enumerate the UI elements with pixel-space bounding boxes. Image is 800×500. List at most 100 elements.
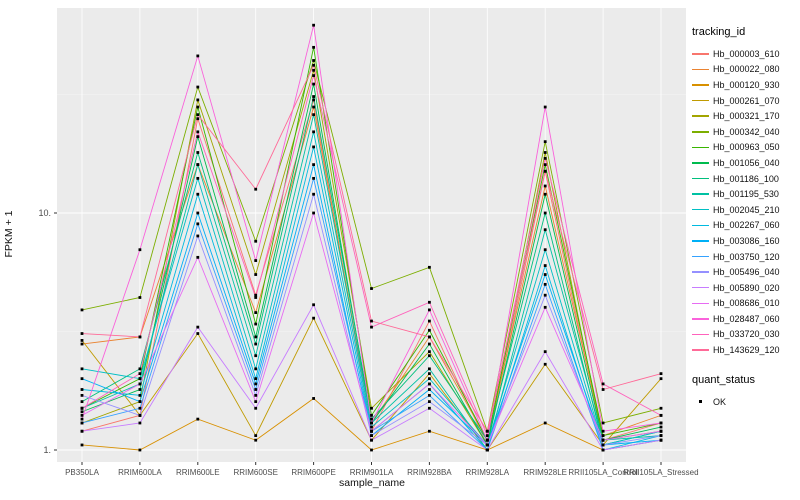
data-point xyxy=(428,308,431,312)
data-point xyxy=(196,163,200,167)
legend-item-label: Hb_003750_120 xyxy=(713,251,780,262)
legend-line-key-icon xyxy=(692,202,709,217)
legend-item-Hb_000963_050: Hb_000963_050 xyxy=(692,140,798,156)
legend-item-label: Hb_001056_040 xyxy=(713,157,780,168)
legend-item-label: Hb_005496_040 xyxy=(713,267,780,278)
data-point xyxy=(196,176,200,180)
data-point xyxy=(428,319,431,323)
data-point xyxy=(312,63,315,67)
legend-item-Hb_003086_160: Hb_003086_160 xyxy=(692,233,798,249)
y-tick-label: 1. xyxy=(43,445,51,455)
data-point xyxy=(196,222,200,226)
data-point xyxy=(370,425,373,429)
legend-line-key-icon xyxy=(692,62,709,77)
data-point xyxy=(138,296,142,299)
data-point xyxy=(196,192,200,196)
data-point xyxy=(312,59,315,62)
data-point xyxy=(196,417,200,421)
x-tick-label-RRIM600PE: RRIM600PE xyxy=(291,468,335,477)
data-point xyxy=(543,184,547,188)
data-point xyxy=(138,372,142,376)
data-point xyxy=(312,145,315,149)
data-point xyxy=(138,400,142,404)
data-point xyxy=(543,282,547,286)
x-tick-label-RRIM600LA: RRIM600LA xyxy=(118,468,162,477)
data-point xyxy=(601,388,605,391)
data-point xyxy=(485,443,489,447)
data-point xyxy=(312,105,315,109)
legend-item-label: Hb_003086_160 xyxy=(713,235,780,246)
legend-item-Hb_000003_610: Hb_000003_610 xyxy=(692,46,798,62)
data-point xyxy=(428,350,431,354)
data-point xyxy=(543,192,547,196)
data-point xyxy=(254,438,258,442)
legend-item-label: Hb_000963_050 xyxy=(713,142,780,153)
legend-item-Hb_000321_170: Hb_000321_170 xyxy=(692,108,798,124)
legend-item-Hb_000342_040: Hb_000342_040 xyxy=(692,124,798,140)
data-point xyxy=(543,169,547,173)
data-point xyxy=(370,325,373,329)
legend-line-key-icon xyxy=(692,140,709,155)
data-point xyxy=(659,434,663,438)
data-point xyxy=(428,335,431,339)
data-point xyxy=(370,434,373,438)
data-point xyxy=(196,255,200,259)
legend-item-Hb_000022_080: Hb_000022_080 xyxy=(692,62,798,78)
legend-item-label: Hb_000022_080 xyxy=(713,64,780,75)
data-point xyxy=(485,438,489,442)
data-point xyxy=(312,192,315,196)
legend-item-Hb_005890_020: Hb_005890_020 xyxy=(692,280,798,296)
data-point xyxy=(659,438,663,442)
x-tick-label-RRIM600LE: RRIM600LE xyxy=(176,468,220,477)
legend-title-quant-status: quant_status xyxy=(692,373,755,386)
legend-item-Hb_001056_040: Hb_001056_040 xyxy=(692,155,798,171)
legend-line-key-icon xyxy=(692,124,709,139)
legend-line-key-icon xyxy=(692,343,709,358)
quant-status-legend-items: OK xyxy=(692,394,798,410)
data-point xyxy=(543,105,547,109)
data-point xyxy=(196,325,200,329)
data-point xyxy=(312,23,315,27)
data-point xyxy=(601,438,605,442)
data-point xyxy=(312,95,315,98)
data-point xyxy=(312,211,315,215)
legend-item-Hb_000261_070: Hb_000261_070 xyxy=(692,93,798,109)
data-point xyxy=(80,393,84,397)
legend-item-label: Hb_000120_930 xyxy=(713,79,780,90)
data-point xyxy=(428,328,431,332)
legend-item-label: Hb_000261_070 xyxy=(713,95,780,106)
data-point xyxy=(428,354,431,358)
data-point xyxy=(428,367,431,371)
legend-item-Hb_028487_060: Hb_028487_060 xyxy=(692,311,798,327)
legend-line-key-icon xyxy=(692,327,709,342)
legend-line-key-icon xyxy=(692,265,709,280)
data-point xyxy=(80,406,84,410)
data-point xyxy=(659,425,663,429)
data-point xyxy=(543,140,547,144)
data-point xyxy=(543,211,547,215)
data-point xyxy=(659,406,663,410)
data-point xyxy=(543,305,547,309)
x-axis-title: sample_name xyxy=(339,477,405,489)
data-point xyxy=(138,413,142,417)
data-point xyxy=(543,362,547,366)
legend-item-label: Hb_008686_010 xyxy=(713,298,780,309)
data-point xyxy=(254,382,258,386)
x-tick-label-RRIM901LA: RRIM901LA xyxy=(350,468,394,477)
data-point xyxy=(80,417,84,421)
data-point xyxy=(80,443,84,447)
legend-line-key-icon xyxy=(692,93,709,108)
data-point xyxy=(312,130,315,134)
legend-item-label: Hb_000003_610 xyxy=(713,48,780,59)
data-point xyxy=(254,377,258,381)
data-point xyxy=(196,113,200,117)
data-point xyxy=(428,300,431,304)
data-point xyxy=(370,413,373,417)
legend-item-Hb_002267_060: Hb_002267_060 xyxy=(692,218,798,234)
data-point xyxy=(428,406,431,410)
data-point xyxy=(254,335,258,339)
data-point xyxy=(138,393,142,397)
data-point xyxy=(370,448,373,452)
data-point xyxy=(659,377,663,381)
